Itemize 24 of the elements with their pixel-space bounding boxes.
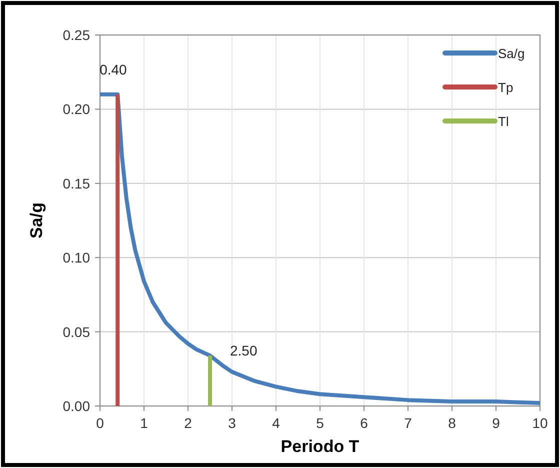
y-tick-label: 0.15 (62, 175, 90, 192)
x-tick-label: 0 (96, 415, 104, 431)
x-tick-label: 8 (448, 415, 456, 431)
y-tick-label: 0.05 (62, 324, 90, 340)
y-tick-label: 0.20 (62, 101, 90, 118)
y-tick-label: 0.00 (62, 398, 90, 414)
x-tick-label: 10 (532, 415, 548, 431)
x-tick-label: 2 (184, 415, 192, 431)
y-tick-label: 0.25 (62, 27, 90, 43)
annotation: 0.40 (100, 61, 128, 78)
legend-label: Sa/g (498, 46, 525, 61)
x-tick-label: 4 (272, 415, 280, 431)
legend-label: Tl (498, 114, 509, 129)
x-tick-label: 6 (360, 415, 368, 431)
x-axis-title: Periodo T (280, 437, 360, 456)
x-tick-label: 1 (140, 415, 148, 431)
y-axis-title: Sa/g (27, 202, 46, 238)
x-tick-label: 5 (316, 415, 324, 431)
x-tick-label: 7 (404, 415, 412, 431)
y-tick-label: 0.10 (62, 250, 90, 266)
x-tick-label: 9 (492, 415, 500, 431)
annotation: 2.50 (230, 342, 258, 359)
x-tick-label: 3 (228, 415, 236, 431)
legend-label: Tp (498, 80, 514, 95)
